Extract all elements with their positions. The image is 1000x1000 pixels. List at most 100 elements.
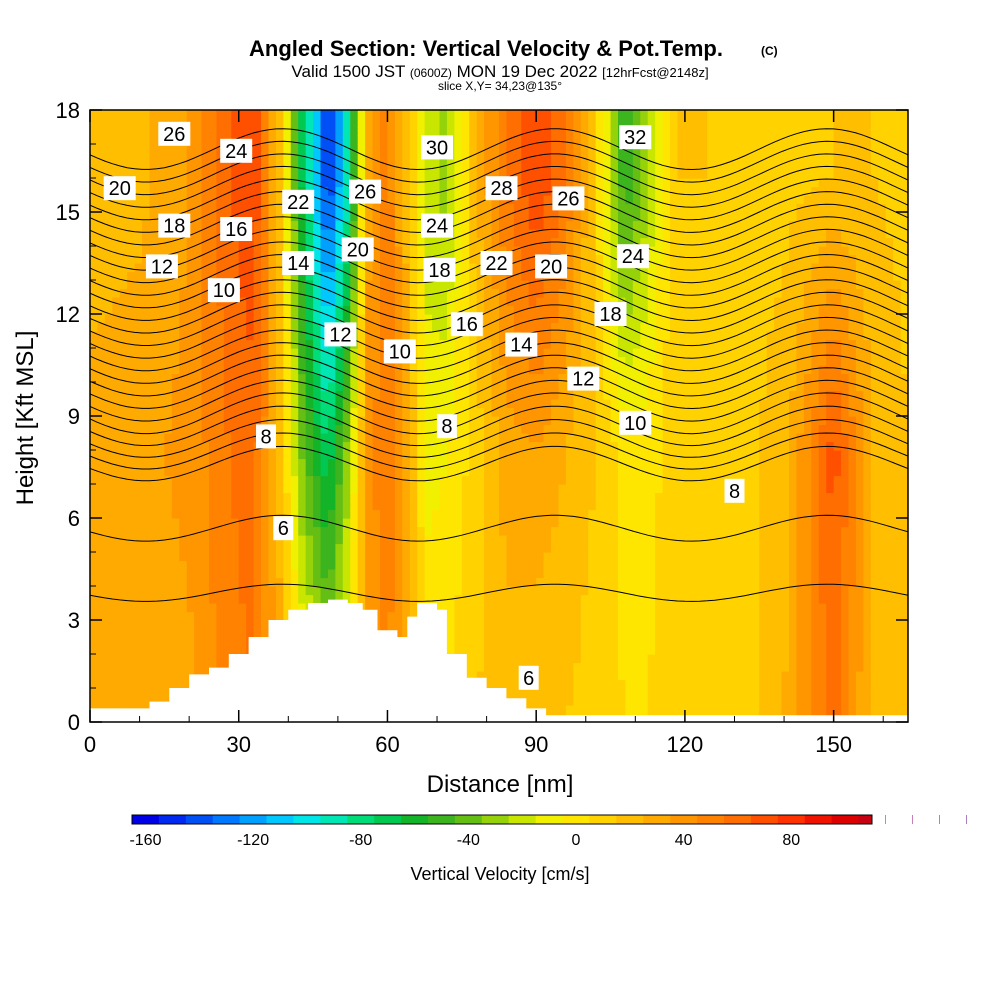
velocity-cell (551, 662, 560, 672)
velocity-cell (231, 569, 240, 579)
velocity-cell (409, 331, 418, 341)
velocity-cell (127, 229, 136, 239)
velocity-cell (305, 297, 314, 307)
velocity-cell (246, 254, 255, 264)
velocity-cell (261, 603, 270, 613)
velocity-cell (513, 441, 522, 451)
velocity-cell (588, 552, 597, 562)
velocity-cell (186, 484, 195, 494)
velocity-cell (603, 543, 612, 553)
velocity-cell (409, 161, 418, 171)
velocity-cell (275, 339, 284, 349)
velocity-cell (275, 475, 284, 485)
velocity-cell (446, 586, 455, 596)
velocity-cell (543, 705, 552, 715)
velocity-cell (320, 365, 329, 375)
velocity-cell (127, 543, 136, 553)
velocity-cell (156, 297, 165, 307)
velocity-cell (387, 586, 396, 596)
velocity-cell (543, 416, 552, 426)
velocity-cell (275, 297, 284, 307)
velocity-cell (201, 390, 210, 400)
velocity-cell (104, 127, 113, 137)
velocity-cell (104, 637, 113, 647)
velocity-cell (595, 127, 604, 137)
velocity-cell (491, 373, 500, 383)
velocity-cell (521, 373, 530, 383)
velocity-cell (149, 220, 158, 230)
velocity-cell (484, 569, 493, 579)
velocity-cell (573, 535, 582, 545)
velocity-cell (268, 356, 277, 366)
velocity-cell (246, 441, 255, 451)
velocity-cell (543, 203, 552, 213)
velocity-cell (342, 441, 351, 451)
velocity-cell (253, 569, 262, 579)
velocity-cell (290, 467, 299, 477)
velocity-cell (380, 458, 389, 468)
velocity-cell (186, 467, 195, 477)
velocity-cell (551, 594, 560, 604)
velocity-cell (149, 552, 158, 562)
velocity-cell (90, 169, 99, 179)
velocity-cell (521, 271, 530, 281)
velocity-cell (90, 263, 99, 273)
velocity-cell (476, 484, 485, 494)
velocity-cell (461, 271, 470, 281)
velocity-cell (558, 688, 567, 698)
velocity-cell (528, 492, 537, 502)
velocity-cell (595, 526, 604, 536)
velocity-cell (565, 628, 574, 638)
velocity-cell (439, 603, 448, 613)
velocity-cell (97, 254, 106, 264)
velocity-cell (499, 416, 508, 426)
velocity-cell (90, 603, 99, 613)
velocity-cell (432, 382, 441, 392)
velocity-cell (238, 458, 247, 468)
velocity-cell (521, 161, 530, 171)
velocity-cell (164, 195, 173, 205)
velocity-cell (327, 195, 336, 205)
velocity-cell (394, 322, 403, 332)
velocity-cell (97, 178, 106, 188)
velocity-cell (246, 297, 255, 307)
velocity-cell (380, 611, 389, 621)
velocity-cell (380, 195, 389, 205)
velocity-cell (90, 348, 99, 358)
velocity-cell (484, 518, 493, 528)
velocity-cell (327, 433, 336, 443)
velocity-cell (357, 144, 366, 154)
velocity-cell (327, 441, 336, 451)
velocity-cell (327, 382, 336, 392)
velocity-cell (469, 594, 478, 604)
velocity-cell (521, 637, 530, 647)
velocity-cell (513, 509, 522, 519)
velocity-cell (179, 356, 188, 366)
velocity-cell (409, 535, 418, 545)
velocity-cell (246, 543, 255, 553)
subtitle-date: MON 19 Dec 2022 (457, 62, 598, 81)
velocity-cell (521, 135, 530, 145)
velocity-cell (156, 433, 165, 443)
velocity-cell (216, 654, 225, 664)
velocity-cell (342, 526, 351, 536)
velocity-cell (461, 450, 470, 460)
velocity-cell (275, 424, 284, 434)
velocity-cell (461, 220, 470, 230)
velocity-cell (156, 688, 165, 698)
velocity-cell (320, 135, 329, 145)
velocity-cell (551, 637, 560, 647)
velocity-cell (246, 535, 255, 545)
velocity-cell (119, 467, 128, 477)
velocity-cell (298, 169, 307, 179)
velocity-cell (127, 586, 136, 596)
velocity-cell (261, 475, 270, 485)
velocity-cell (246, 356, 255, 366)
velocity-cell (320, 501, 329, 511)
velocity-cell (149, 203, 158, 213)
velocity-cell (223, 543, 232, 553)
velocity-cell (461, 212, 470, 222)
velocity-cell (238, 526, 247, 536)
velocity-cell (573, 339, 582, 349)
velocity-cell (134, 339, 143, 349)
